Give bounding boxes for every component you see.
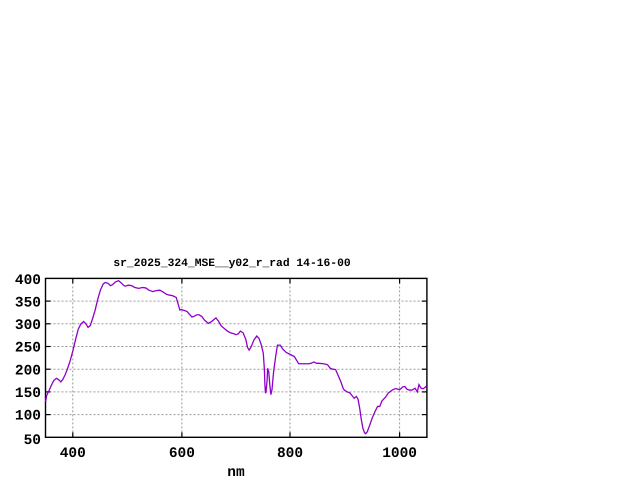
svg-text:400: 400 [15,273,41,289]
svg-text:400: 400 [60,446,86,462]
svg-text:100: 100 [15,409,41,425]
svg-text:1000: 1000 [382,446,417,462]
svg-text:800: 800 [277,446,303,462]
svg-text:200: 200 [15,364,41,380]
svg-text:50: 50 [24,433,41,449]
svg-text:150: 150 [15,386,41,402]
svg-text:600: 600 [169,446,195,462]
svg-text:250: 250 [15,341,41,357]
svg-text:sr_2025_324_MSE__y02_r_rad 14-: sr_2025_324_MSE__y02_r_rad 14-16-00 [113,257,350,270]
svg-text:350: 350 [15,296,41,312]
svg-text:nm: nm [227,465,245,480]
svg-text:300: 300 [15,318,41,334]
